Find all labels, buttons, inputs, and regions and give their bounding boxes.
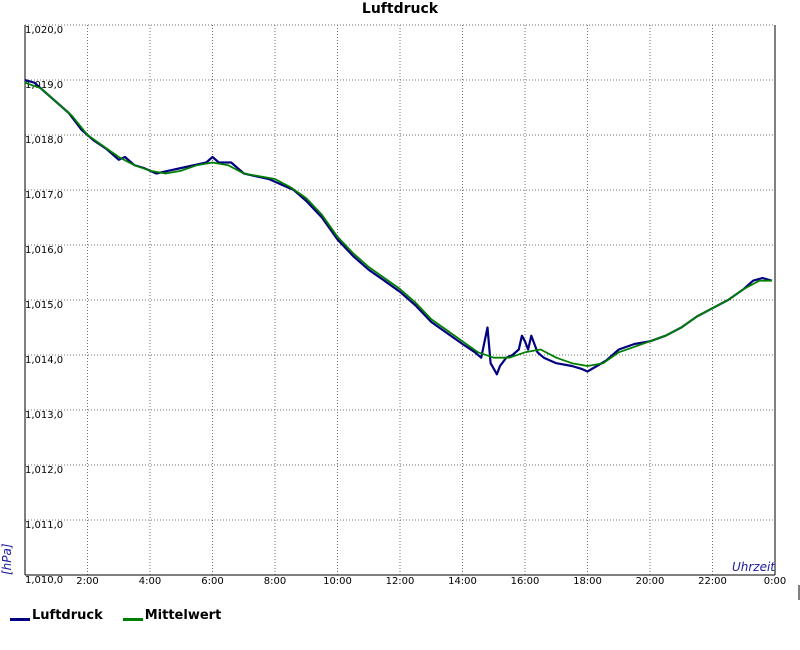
y-tick-label: 1,020,0 bbox=[25, 25, 63, 36]
x-tick-label: 10:00 bbox=[323, 576, 352, 587]
y-axis-label: [hPa] bbox=[0, 543, 14, 575]
grid-lines bbox=[25, 24, 775, 575]
series-lines bbox=[24, 78, 773, 376]
y-tick-label: 1,016,0 bbox=[25, 245, 63, 256]
x-tick-label: 22:00 bbox=[698, 576, 727, 587]
legend-item-mittelwert: Mittelwert bbox=[122, 608, 222, 623]
legend: Luftdruck Mittelwert bbox=[10, 608, 221, 623]
x-tick-label: 20:00 bbox=[636, 576, 665, 587]
x-axis-label: Uhrzeit bbox=[732, 560, 776, 574]
legend-item-luftdruck: Luftdruck bbox=[10, 608, 103, 623]
y-tick-label: 1,014,0 bbox=[25, 355, 63, 366]
axes bbox=[24, 25, 800, 600]
y-tick-label: 1,015,0 bbox=[25, 300, 63, 311]
y-tick-label: 1,011,0 bbox=[25, 520, 63, 531]
series-line-mittelwert bbox=[24, 81, 772, 367]
chart-title: Luftdruck bbox=[362, 1, 439, 17]
x-tick-label: 12:00 bbox=[386, 576, 415, 587]
y-tick-label: 1,019,0 bbox=[25, 80, 63, 91]
y-tick-labels: 1,010,0 1,011,0 1,012,0 1,013,0 1,014,0 1,015… bbox=[25, 25, 63, 586]
y-tick-label: 1,018,0 bbox=[25, 135, 63, 146]
x-tick-label: 6:00 bbox=[201, 576, 223, 587]
x-tick-label: 0:00 bbox=[764, 576, 786, 587]
legend-label-luftdruck: Luftdruck bbox=[32, 608, 103, 623]
x-tick-label: 4:00 bbox=[139, 576, 161, 587]
x-tick-labels: 2:00 4:00 6:00 8:00 10:00 12:00 14:00 16:00 18:0… bbox=[76, 576, 786, 587]
y-tick-label: 1,010,0 bbox=[25, 575, 63, 586]
x-tick-label: 8:00 bbox=[264, 576, 286, 587]
x-tick-label: 16:00 bbox=[511, 576, 540, 587]
x-tick-label: 2:00 bbox=[76, 576, 98, 587]
legend-swatch-luftdruck bbox=[10, 618, 30, 621]
y-tick-label: 1,017,0 bbox=[25, 190, 63, 201]
x-tick-label: 14:00 bbox=[448, 576, 477, 587]
legend-label-mittelwert: Mittelwert bbox=[144, 608, 222, 623]
x-tick-label: 18:00 bbox=[573, 576, 602, 587]
legend-swatch-mittelwert bbox=[122, 618, 143, 621]
y-tick-label: 1,012,0 bbox=[25, 465, 63, 476]
y-tick-label: 1,013,0 bbox=[25, 410, 63, 421]
series-line-luftdruck bbox=[24, 78, 773, 376]
